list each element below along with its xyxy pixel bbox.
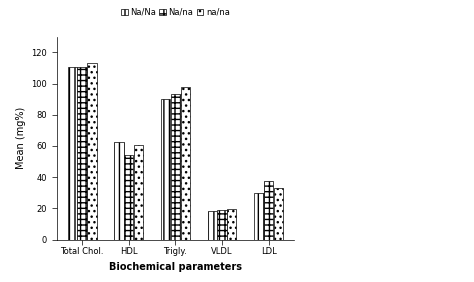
Bar — [274, 188, 283, 240]
Bar — [208, 212, 217, 240]
Bar — [77, 67, 87, 240]
Bar — [114, 142, 124, 240]
Bar — [87, 63, 97, 240]
Y-axis label: Mean (mg%): Mean (mg%) — [16, 107, 26, 169]
X-axis label: Biochemical parameters: Biochemical parameters — [109, 262, 242, 272]
Bar — [227, 209, 237, 240]
Bar — [124, 155, 133, 240]
Bar — [134, 145, 143, 240]
Bar — [181, 87, 190, 240]
Bar — [161, 98, 170, 240]
Bar — [171, 94, 180, 240]
Bar — [254, 193, 264, 240]
Bar — [68, 67, 77, 240]
Bar — [218, 210, 227, 240]
Bar — [264, 181, 273, 240]
Legend: Na/Na, Na/na, na/na: Na/Na, Na/na, na/na — [118, 4, 233, 20]
